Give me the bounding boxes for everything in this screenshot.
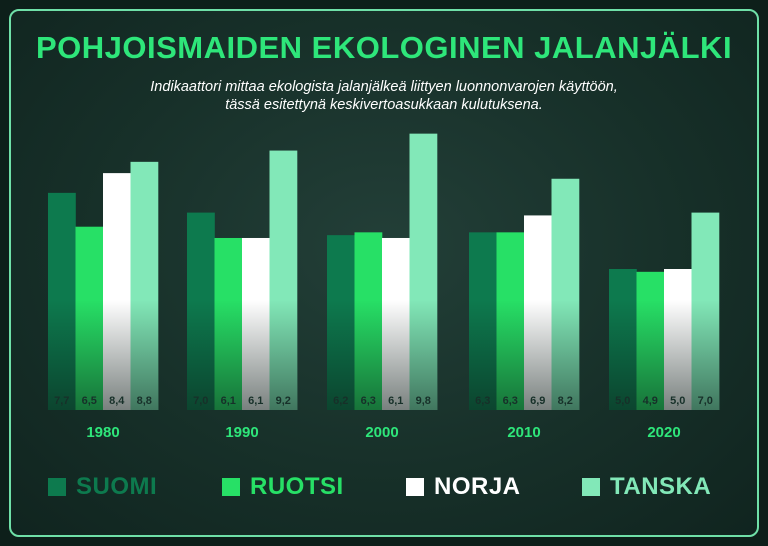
data-label-tanska-2020: 7,0 [698,395,713,407]
data-label-suomi-2020: 5,0 [615,395,630,407]
bar-shade-ruotsi-1990 [214,300,243,410]
subtitle-line-2: tässä esitettynä keskivertoasukkaan kulu… [225,97,543,113]
legend: SUOMI RUOTSI NORJA TANSKA [0,473,768,501]
bar-shade-ruotsi-1980 [75,300,104,410]
bar-shade-norja-2020 [664,300,692,410]
data-label-tanska-1990: 9,2 [276,395,291,407]
legend-item-ruotsi: RUOTSI [222,473,344,501]
x-tick-label-2010: 2010 [507,424,540,441]
data-label-norja-1980: 8,4 [109,395,125,407]
data-label-ruotsi-1980: 6,5 [82,395,97,407]
legend-swatch-suomi [48,478,66,496]
bar-shade-norja-1990 [242,300,270,410]
bar-shade-norja-2000 [382,300,410,410]
bar-shade-suomi-1980 [48,300,76,410]
legend-label-norja: NORJA [434,473,521,500]
legend-swatch-tanska [582,478,600,496]
data-label-suomi-1990: 7,0 [193,395,208,407]
legend-item-norja: NORJA [406,473,521,501]
bar-shade-norja-1980 [103,300,131,410]
bar-shade-tanska-2000 [409,300,438,410]
legend-label-tanska: TANSKA [610,473,712,500]
data-label-ruotsi-2000: 6,3 [361,395,376,407]
legend-label-ruotsi: RUOTSI [250,473,344,500]
chart-subtitle: Indikaattori mittaa ekologista jalanjälk… [80,78,688,114]
bar-shade-tanska-1990 [269,300,298,410]
bar-shade-ruotsi-2010 [496,300,525,410]
data-label-ruotsi-1990: 6,1 [221,395,236,407]
data-label-ruotsi-2020: 4,9 [643,395,658,407]
data-label-suomi-2000: 6,2 [333,395,348,407]
subtitle-line-1: Indikaattori mittaa ekologista jalanjälk… [150,79,618,95]
bar-shade-suomi-2010 [469,300,497,410]
data-label-ruotsi-2010: 6,3 [503,395,518,407]
chart-title: POHJOISMAIDEN EKOLOGINEN JALANJÄLKI [35,30,733,65]
data-label-tanska-2000: 9,8 [416,395,431,407]
data-label-norja-2020: 5,0 [670,395,685,407]
legend-item-suomi: SUOMI [48,473,157,501]
bar-shade-norja-2010 [524,300,552,410]
data-label-norja-1990: 6,1 [248,395,263,407]
bar-shade-tanska-2020 [691,300,720,410]
bar-shade-tanska-2010 [551,300,580,410]
data-label-suomi-2010: 6,3 [475,395,490,407]
legend-label-suomi: SUOMI [76,473,158,500]
bar-shade-ruotsi-2000 [354,300,383,410]
legend-swatch-norja [406,478,424,496]
x-tick-label-1980: 1980 [86,424,119,441]
x-tick-label-2000: 2000 [365,424,398,441]
data-label-norja-2000: 6,1 [388,395,403,407]
data-label-tanska-2010: 8,2 [558,395,573,407]
x-tick-label-2020: 2020 [647,424,680,441]
data-label-norja-2010: 6,9 [530,395,545,407]
bar-shade-suomi-2020 [609,300,637,410]
bar-shade-ruotsi-2020 [636,300,665,410]
x-tick-label-1990: 1990 [225,424,258,441]
data-label-tanska-1980: 8,8 [137,395,152,407]
bar-shade-tanska-1980 [130,300,159,410]
legend-item-tanska: TANSKA [582,473,711,501]
bar-shade-suomi-2000 [327,300,355,410]
bar-shade-suomi-1990 [187,300,215,410]
data-label-suomi-1980: 7,7 [54,395,69,407]
legend-swatch-ruotsi [222,478,240,496]
